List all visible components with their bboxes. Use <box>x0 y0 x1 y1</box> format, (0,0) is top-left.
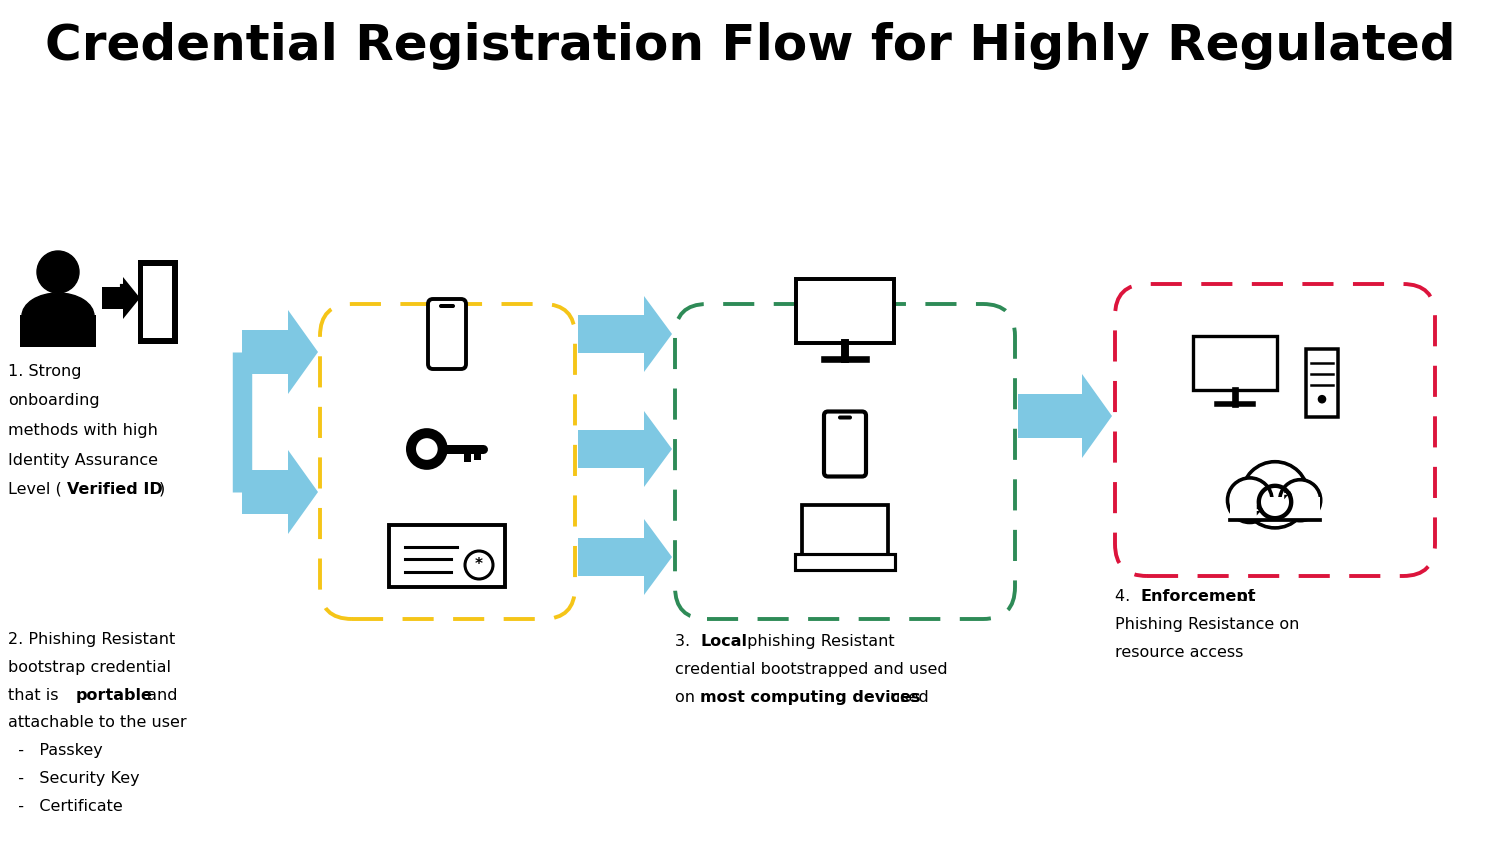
Text: resource access: resource access <box>1114 645 1244 660</box>
Polygon shape <box>1019 374 1112 458</box>
Text: phishing Resistant: phishing Resistant <box>742 634 896 649</box>
Text: Phishing Resistance on: Phishing Resistance on <box>1114 617 1299 632</box>
FancyBboxPatch shape <box>824 412 866 477</box>
Polygon shape <box>578 296 672 372</box>
Circle shape <box>411 433 442 465</box>
Text: and: and <box>142 688 178 702</box>
Ellipse shape <box>22 293 94 339</box>
Text: credential bootstrapped and used: credential bootstrapped and used <box>675 662 948 677</box>
Text: Level (: Level ( <box>8 482 62 497</box>
FancyBboxPatch shape <box>1230 496 1320 520</box>
Circle shape <box>1230 480 1269 520</box>
FancyBboxPatch shape <box>138 260 178 344</box>
FancyBboxPatch shape <box>1306 349 1338 417</box>
FancyBboxPatch shape <box>795 554 895 571</box>
Circle shape <box>1245 464 1305 526</box>
Polygon shape <box>578 411 672 487</box>
Text: 2. Phishing Resistant: 2. Phishing Resistant <box>8 632 176 647</box>
Text: onboarding: onboarding <box>8 393 99 408</box>
FancyBboxPatch shape <box>1194 336 1276 391</box>
Circle shape <box>1227 477 1274 523</box>
Polygon shape <box>1257 505 1262 516</box>
FancyBboxPatch shape <box>440 304 454 308</box>
Circle shape <box>1282 482 1318 518</box>
Text: Enforcement: Enforcement <box>1140 589 1256 604</box>
Text: attachable to the user: attachable to the user <box>8 716 186 730</box>
Text: -   Security Key: - Security Key <box>8 771 140 786</box>
Text: Identity Assurance: Identity Assurance <box>8 452 158 468</box>
FancyBboxPatch shape <box>839 415 852 419</box>
FancyBboxPatch shape <box>795 279 894 344</box>
FancyBboxPatch shape <box>802 506 888 556</box>
FancyBboxPatch shape <box>388 525 506 587</box>
Polygon shape <box>1284 489 1290 500</box>
Text: *: * <box>476 558 483 572</box>
Text: used: used <box>885 690 928 705</box>
Text: 4.: 4. <box>1114 589 1136 604</box>
Text: Local: Local <box>700 634 747 649</box>
FancyBboxPatch shape <box>142 266 172 338</box>
Text: bootstrap credential: bootstrap credential <box>8 660 171 675</box>
Text: -   Passkey: - Passkey <box>8 744 102 758</box>
Text: 1. Strong: 1. Strong <box>8 364 81 379</box>
Circle shape <box>38 251 80 293</box>
Text: of: of <box>1233 589 1252 604</box>
Text: ): ) <box>159 482 165 497</box>
Text: most computing devices: most computing devices <box>700 690 921 705</box>
Text: Credential Registration Flow for Highly Regulated: Credential Registration Flow for Highly … <box>45 22 1455 70</box>
Circle shape <box>1278 479 1322 522</box>
Polygon shape <box>242 310 318 394</box>
Text: portable: portable <box>75 688 152 702</box>
Text: methods with high: methods with high <box>8 423 158 438</box>
Polygon shape <box>242 450 318 534</box>
Text: Verified ID: Verified ID <box>68 482 162 497</box>
Text: -   Certificate: - Certificate <box>8 798 123 814</box>
FancyBboxPatch shape <box>20 315 96 347</box>
Circle shape <box>1318 396 1326 403</box>
Circle shape <box>1240 461 1310 529</box>
Text: on: on <box>675 690 700 705</box>
Text: 3.: 3. <box>675 634 694 649</box>
Polygon shape <box>578 519 672 595</box>
Text: that is: that is <box>8 688 63 702</box>
Polygon shape <box>102 277 140 319</box>
FancyBboxPatch shape <box>427 299 466 369</box>
